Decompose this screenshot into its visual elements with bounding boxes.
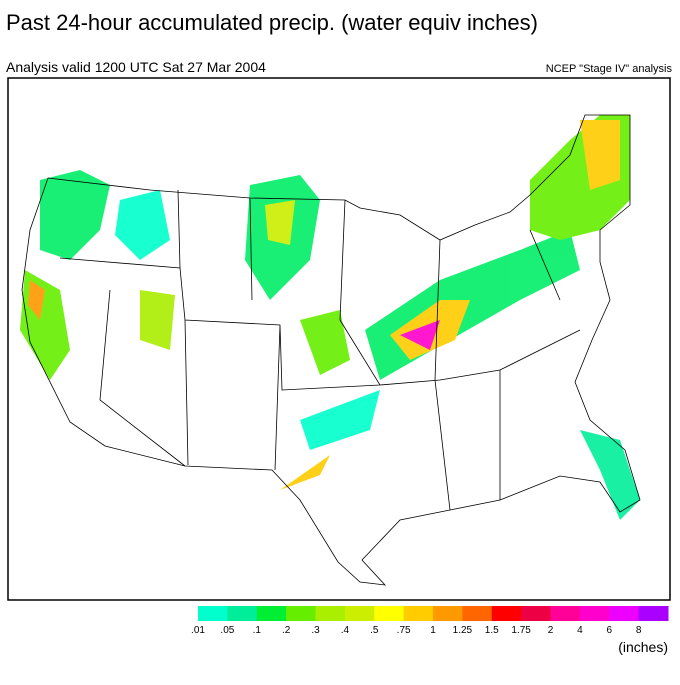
legend-label: .4 <box>341 625 350 636</box>
legend-swatch <box>462 606 493 621</box>
us-outline <box>21 114 641 586</box>
legend-label: 1 <box>430 625 436 636</box>
subtitle: Analysis valid 1200 UTC Sat 27 Mar 2004 <box>6 59 266 75</box>
title: Past 24-hour accumulated precip. (water … <box>6 10 538 35</box>
legend-swatch <box>491 606 522 621</box>
legend-label: .75 <box>397 625 411 636</box>
legend-label: .2 <box>282 625 291 636</box>
legend-swatch <box>638 606 669 621</box>
legend: .01 .05 .1 .2 .3 .4 .5 .75 1 1.25 1.5 1.75 2 4 6 8 <box>191 606 669 636</box>
legend-label: .1 <box>253 625 262 636</box>
legend-label: 2 <box>548 625 554 636</box>
legend-swatch <box>579 606 610 621</box>
legend-swatch <box>403 606 434 621</box>
legend-swatch <box>521 606 551 621</box>
legend-swatch <box>227 606 258 621</box>
legend-label: 6 <box>606 625 612 636</box>
legend-label: 1.75 <box>511 625 531 636</box>
legend-swatch <box>550 606 581 621</box>
legend-label: 8 <box>636 625 642 636</box>
legend-swatch <box>286 606 316 621</box>
legend-swatch <box>374 606 405 621</box>
legend-label: .05 <box>220 625 234 636</box>
legend-label: .5 <box>370 625 379 636</box>
precip <box>20 115 640 520</box>
legend-label: .3 <box>311 625 320 636</box>
legend-swatch <box>609 606 640 621</box>
legend-unit: (inches) <box>618 639 668 655</box>
state-lines <box>59 189 581 511</box>
legend-label: 4 <box>577 625 583 636</box>
legend-swatch <box>315 606 346 621</box>
map <box>20 114 641 586</box>
legend-label: 1.5 <box>485 625 499 636</box>
legend-swatch <box>344 606 375 621</box>
legend-swatch <box>198 606 228 621</box>
legend-label: 1.25 <box>453 625 473 636</box>
legend-swatch <box>256 606 287 621</box>
source: NCEP "Stage IV" analysis <box>546 63 673 75</box>
legend-swatch <box>433 606 463 621</box>
legend-label: .01 <box>191 625 205 636</box>
